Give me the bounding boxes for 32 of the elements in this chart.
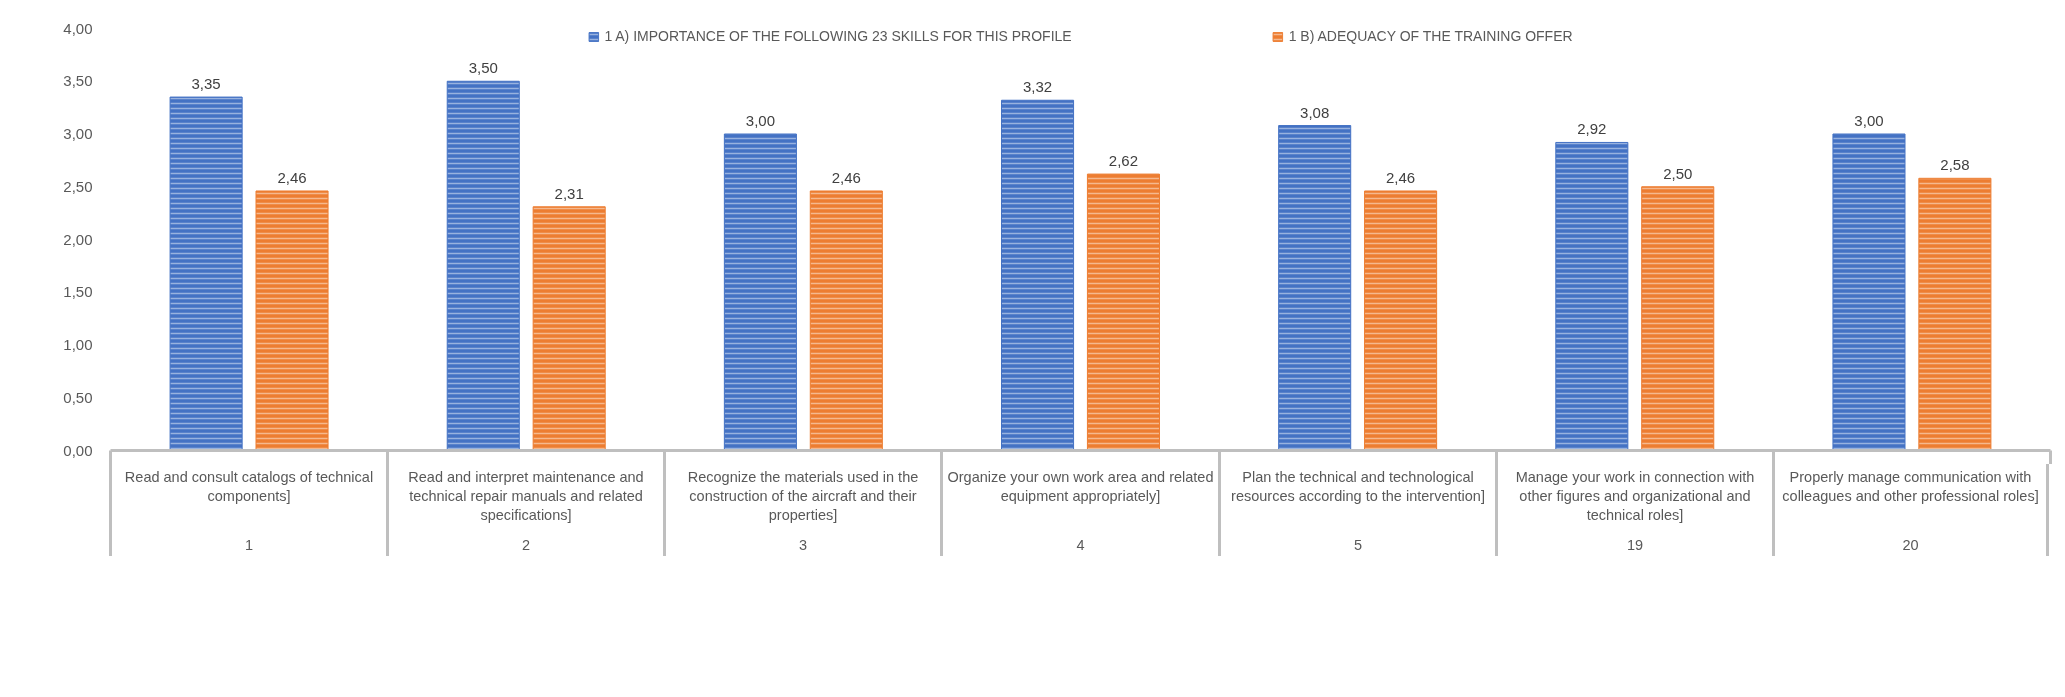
y-tick-label: 1,00 (63, 336, 93, 353)
y-tick-label: 0,50 (63, 388, 93, 406)
category-label: Read and consult catalogs of technical components] 1 (124, 469, 374, 553)
x-tick-label: Recognize the materials used in the construction of the aircraft and their properties] 3 (666, 464, 940, 556)
data-label: 3,08 (1300, 103, 1330, 121)
y-tick-label: 3,00 (63, 125, 93, 142)
category-label: Properly manage communication with colleagues and other professional roles] 20 (1782, 469, 2039, 553)
legend-label: 1 B) ADEQUACY OF THE TRAINING OFFER (1288, 28, 1573, 44)
data-label: 2,31 (554, 184, 584, 202)
y-tick-label: 2,00 (63, 230, 93, 248)
data-label: 2,46 (277, 168, 307, 186)
data-label: 2,92 (1577, 120, 1607, 138)
y-tick-label: 3,50 (63, 72, 93, 90)
category-label: Plan the technical and technological resources according to the intervention] 5 (1231, 469, 1485, 553)
y-tick-label: 4,00 (63, 19, 93, 37)
data-label: 3,00 (1854, 112, 1884, 129)
data-label: 2,58 (1940, 156, 1970, 174)
category-label: Organize your own work area and related equipment appropriately] 4 (947, 469, 1214, 553)
y-tick-label: 2,50 (63, 177, 93, 195)
data-label: 2,50 (1663, 164, 1693, 182)
data-label: 3,32 (1022, 78, 1053, 96)
y-tick-label: 0,00 (63, 441, 93, 459)
data-label: 2,46 (1386, 168, 1416, 186)
data-label: 2,46 (831, 168, 861, 186)
data-label: 3,35 (191, 75, 221, 93)
x-tick-label: Read and interpret maintenance and technical repair manuals and related specifications] 2 (389, 464, 663, 556)
data-label: 3,00 (745, 112, 776, 129)
legend-label: 1 A) IMPORTANCE OF THE FOLLOWING 23 SKILLS FOR THIS PROFILE (604, 28, 1072, 44)
data-label: 3,50 (468, 59, 498, 77)
y-tick-label: 1,50 (63, 283, 93, 301)
x-tick-label: Manage your work in connection with other figures and organizational and technical roles] 19 (1498, 464, 1772, 556)
data-label: 2,62 (1108, 152, 1139, 170)
